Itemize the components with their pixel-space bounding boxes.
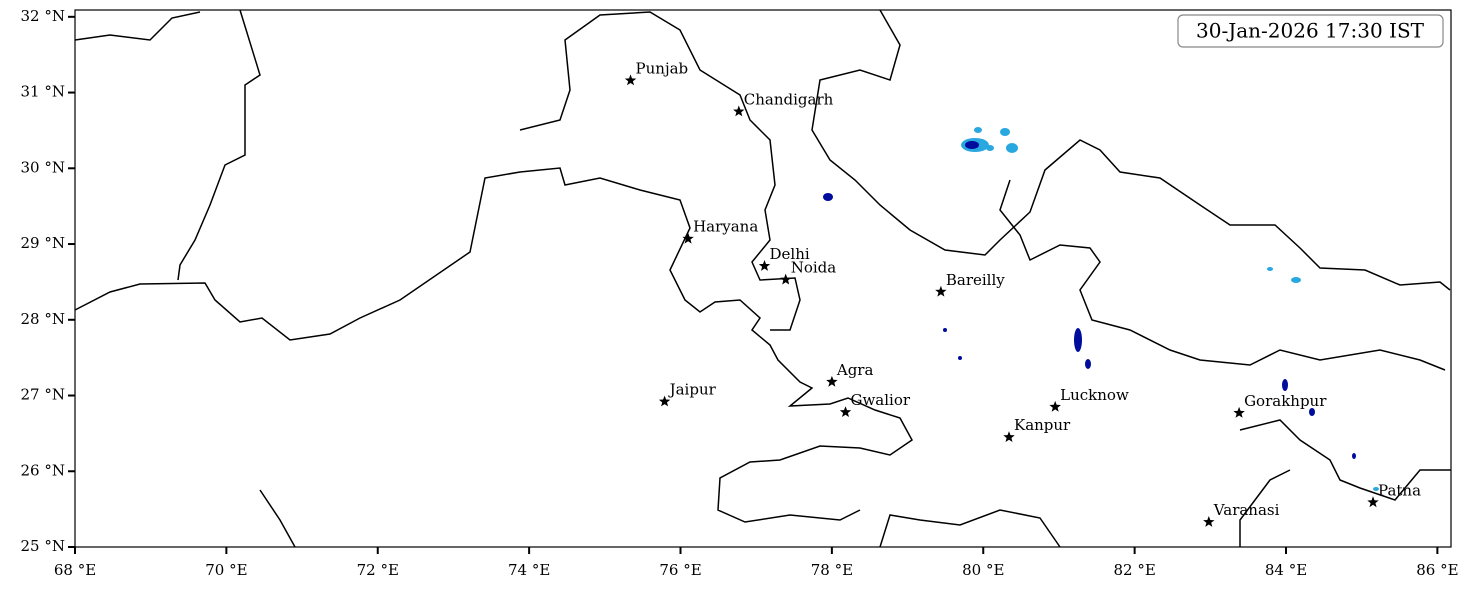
city-label: Kanpur <box>1014 416 1071 434</box>
city-marker <box>682 232 694 244</box>
rain-cell <box>958 356 962 360</box>
rain-cell <box>1085 359 1091 369</box>
city-marker <box>826 375 838 387</box>
x-tick-label: 82 °E <box>1113 561 1155 579</box>
rain-cell <box>1282 379 1288 391</box>
city-label: Gorakhpur <box>1244 392 1327 410</box>
x-tick-label: 80 °E <box>962 561 1004 579</box>
y-tick-label: 30 °N <box>21 158 65 176</box>
city-label: Chandigarh <box>744 90 834 108</box>
border <box>999 179 1446 371</box>
y-tick-label: 29 °N <box>21 234 65 252</box>
border <box>1239 419 1451 501</box>
y-tick-label: 32 °N <box>21 7 65 25</box>
x-tick-label: 78 °E <box>811 561 853 579</box>
city-marker <box>1003 431 1015 442</box>
city-label: Punjab <box>636 59 689 77</box>
rain-cell <box>1000 128 1010 136</box>
city-marker <box>758 260 771 271</box>
border <box>74 11 201 41</box>
y-tick-label: 27 °N <box>21 386 65 404</box>
city-label: Jaipur <box>668 381 717 399</box>
rain-cell <box>1291 277 1301 283</box>
city-label: Haryana <box>693 218 758 236</box>
border <box>259 489 296 548</box>
city-label: Bareilly <box>946 271 1005 289</box>
rain-cell <box>1352 453 1356 459</box>
y-tick-label: 26 °N <box>21 461 65 479</box>
city-marker <box>1203 516 1215 527</box>
city-marker <box>839 406 852 417</box>
city-label: Gwalior <box>850 391 910 409</box>
timestamp-box <box>1177 14 1444 48</box>
border <box>74 167 913 523</box>
x-tick-label: 84 °E <box>1265 561 1307 579</box>
rain-cell <box>986 145 994 151</box>
borders <box>74 9 1451 548</box>
city-label: Patna <box>1378 481 1421 499</box>
rainfall <box>823 127 1379 491</box>
border <box>811 9 1451 291</box>
city-marker <box>1233 406 1245 418</box>
city-marker <box>733 105 745 117</box>
x-tick-label: 70 °E <box>205 561 247 579</box>
x-tick-label: 74 °E <box>508 561 550 579</box>
city-label: Delhi <box>770 245 810 263</box>
rain-cell <box>1074 328 1082 352</box>
rain-cell <box>1267 267 1273 271</box>
city-label: Lucknow <box>1060 386 1129 404</box>
rain-cell <box>974 127 982 133</box>
city-marker <box>624 74 637 86</box>
x-tick-label: 68 °E <box>54 561 96 579</box>
rain-cell <box>823 193 833 201</box>
rain-cell <box>1006 143 1018 153</box>
x-tick-label: 72 °E <box>357 561 399 579</box>
y-tick-label: 28 °N <box>21 310 65 328</box>
city-marker <box>935 285 947 297</box>
city-marker <box>1367 496 1379 508</box>
city-marker <box>1049 400 1061 412</box>
rain-cell <box>943 328 947 332</box>
rain-cell <box>1309 408 1315 416</box>
rain-cell <box>965 141 979 149</box>
city-marker <box>658 395 671 407</box>
x-tick-label: 76 °E <box>659 561 701 579</box>
y-tick-label: 31 °N <box>21 83 65 101</box>
map-frame <box>74 9 1452 548</box>
city-marker <box>780 273 792 285</box>
timestamp: 30-Jan-2026 17:30 IST <box>1196 19 1425 43</box>
x-tick-label: 86 °E <box>1416 561 1458 579</box>
city-label: Varanasi <box>1213 501 1280 519</box>
y-tick-label: 25 °N <box>21 537 65 555</box>
border <box>1239 469 1291 547</box>
city-label: Agra <box>836 361 874 379</box>
rain-cell <box>1373 487 1379 491</box>
border <box>177 9 261 281</box>
border <box>879 509 1061 548</box>
city-label: Noida <box>791 259 837 277</box>
